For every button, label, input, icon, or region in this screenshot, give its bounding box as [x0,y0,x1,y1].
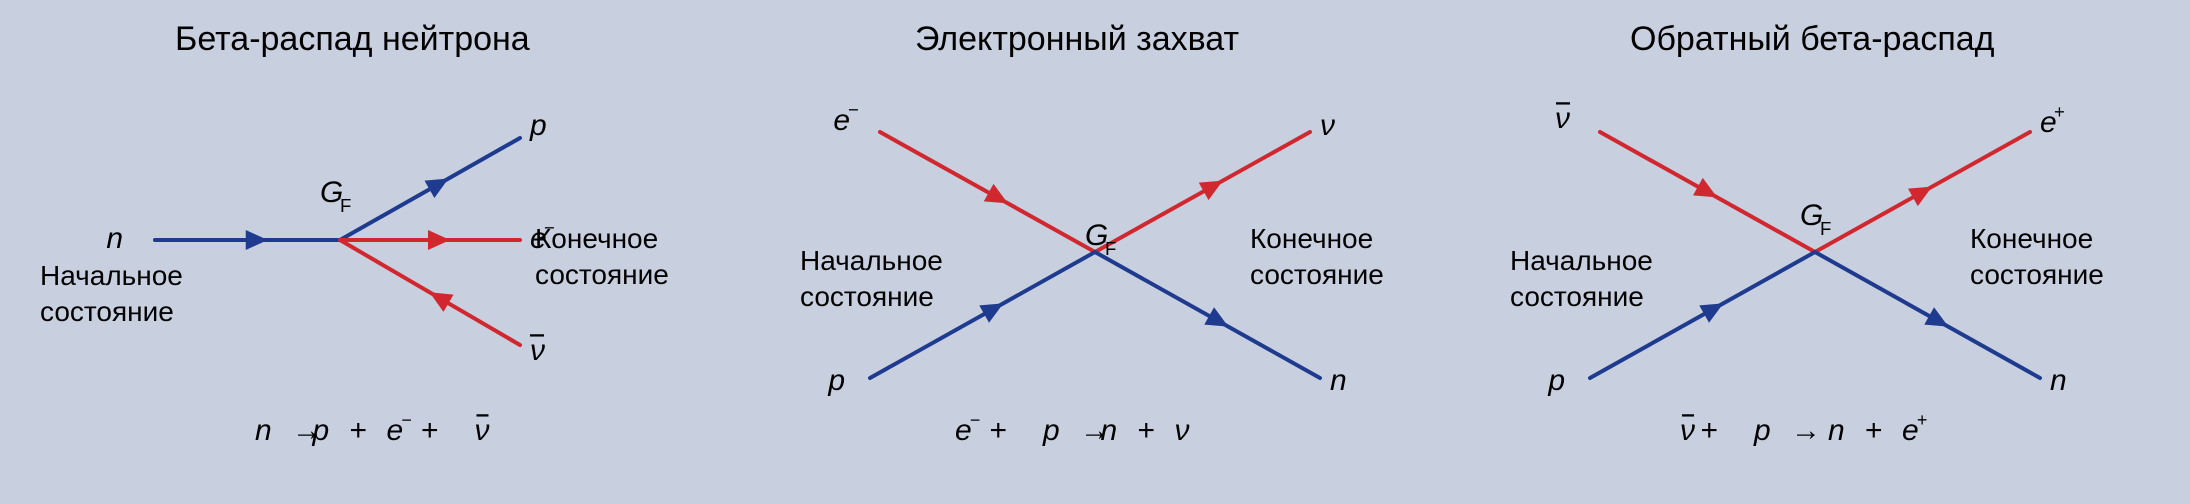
panel-title: Бета-распад нейтрона [175,20,530,58]
equation-token: p [312,414,330,447]
vertex-coupling-subscript: F [1105,238,1116,259]
final-state-label: состояние [1250,259,1384,290]
panel-title: Обратный бета-распад [1630,20,1995,58]
particle-symbol: p [1547,364,1565,397]
particle-superscript: − [544,217,555,238]
final-state-label: Конечное [1250,223,1373,254]
equation-token: + [421,414,439,447]
equation-token: n [1828,414,1845,447]
vertex-coupling-subscript: F [1820,218,1831,239]
equation-superscript: − [970,410,981,430]
equation-token: n [1101,414,1118,447]
equation-token: + [990,414,1008,447]
diagram-canvas: Бета-распад нейтронаGFНачальноесостояние… [0,0,2190,504]
initial-state-label: Начальное [800,245,943,276]
equation-token: ν [475,414,490,447]
particle-symbol: p [529,109,547,142]
equation-superscript: + [1917,410,1928,430]
panel-title: Электронный захват [915,20,1239,58]
equation-token: → [1791,414,1821,447]
particle-label: n [1330,364,1347,397]
particle-label: n [2050,364,2067,397]
final-state-label: состояние [535,259,669,290]
particle-label: ν [1320,109,1335,142]
equation-token: + [1865,414,1883,447]
particle-label: p [827,364,845,397]
particle-label: p [1547,364,1565,397]
equation-token: ν [1175,414,1190,447]
initial-state-label: состояние [40,296,174,327]
equation-token: p [1753,414,1771,447]
final-state-label: Конечное [1970,223,2093,254]
equation-token: + [350,414,368,447]
initial-state-label: состояние [800,281,934,312]
vertex-coupling-subscript: F [340,195,351,216]
equation-token: p [1042,414,1060,447]
particle-label: p [529,109,547,142]
initial-state-label: состояние [1510,281,1644,312]
initial-state-label: Начальное [40,260,183,291]
equation-token: n [255,414,272,447]
particle-symbol: n [2050,364,2067,397]
particle-superscript: + [2054,101,2065,122]
particle-label: n [106,222,123,255]
particle-superscript: − [848,99,859,120]
equation-token: + [1701,414,1719,447]
particle-symbol: n [106,222,123,255]
particle-symbol: ν [530,334,545,367]
particle-label: ν [530,334,545,367]
particle-label: ν [1555,102,1570,135]
particle-symbol: ν [1555,102,1570,135]
equation-token: ν [1680,414,1695,447]
particle-symbol: ν [1320,109,1335,142]
equation-superscript: − [401,410,412,430]
particle-symbol: n [1330,364,1347,397]
particle-symbol: p [827,364,845,397]
initial-state-label: Начальное [1510,245,1653,276]
equation-token: + [1138,414,1156,447]
final-state-label: состояние [1970,259,2104,290]
